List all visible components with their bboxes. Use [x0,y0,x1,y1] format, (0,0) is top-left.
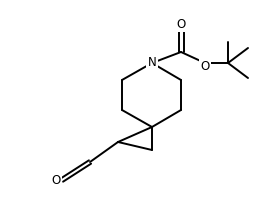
Text: O: O [176,17,186,30]
Text: O: O [51,173,61,186]
Text: O: O [200,60,210,74]
Text: N: N [148,56,156,70]
